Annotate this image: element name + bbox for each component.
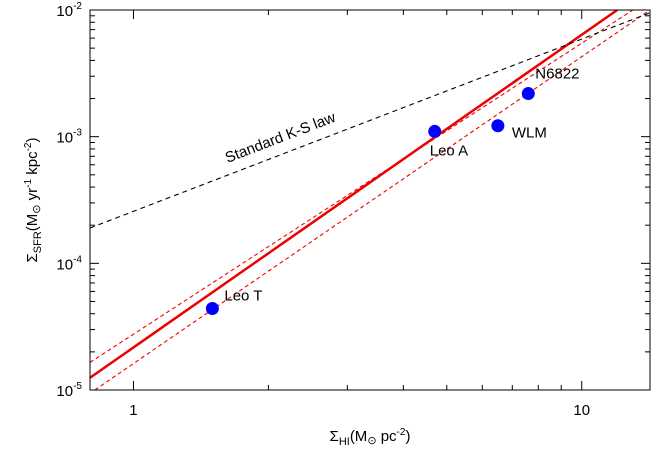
- point-label: N6822: [535, 66, 579, 83]
- point-leo-t: [205, 301, 219, 315]
- y-tick-label: 10-4: [56, 254, 82, 273]
- line-ks-law: [90, 12, 650, 229]
- y-tick-label: 10-5: [56, 381, 82, 400]
- point-n6822: [521, 87, 535, 101]
- y-tick-label: 10-3: [56, 128, 82, 147]
- plot-frame: [89, 9, 651, 391]
- ks-law-label: Standard K-S law: [223, 109, 338, 167]
- point-label: WLM: [512, 125, 547, 142]
- line-fit-lower: [94, 10, 650, 390]
- x-axis-label: ΣHI(M⊙ pc-2): [330, 427, 411, 448]
- point-label: Leo A: [430, 142, 468, 159]
- x-tick-label: 1: [129, 402, 137, 419]
- line-fit-upper: [90, 10, 634, 363]
- point-label: Leo T: [224, 287, 262, 304]
- y-axis-label: ΣSFR(M⊙ yr-1 kpc-2): [23, 138, 44, 263]
- y-tick-label: 10-2: [56, 1, 82, 20]
- point-wlm: [491, 119, 505, 133]
- line-fit: [90, 10, 618, 379]
- point-leo-a: [428, 124, 442, 138]
- x-tick-label: 10: [573, 402, 590, 419]
